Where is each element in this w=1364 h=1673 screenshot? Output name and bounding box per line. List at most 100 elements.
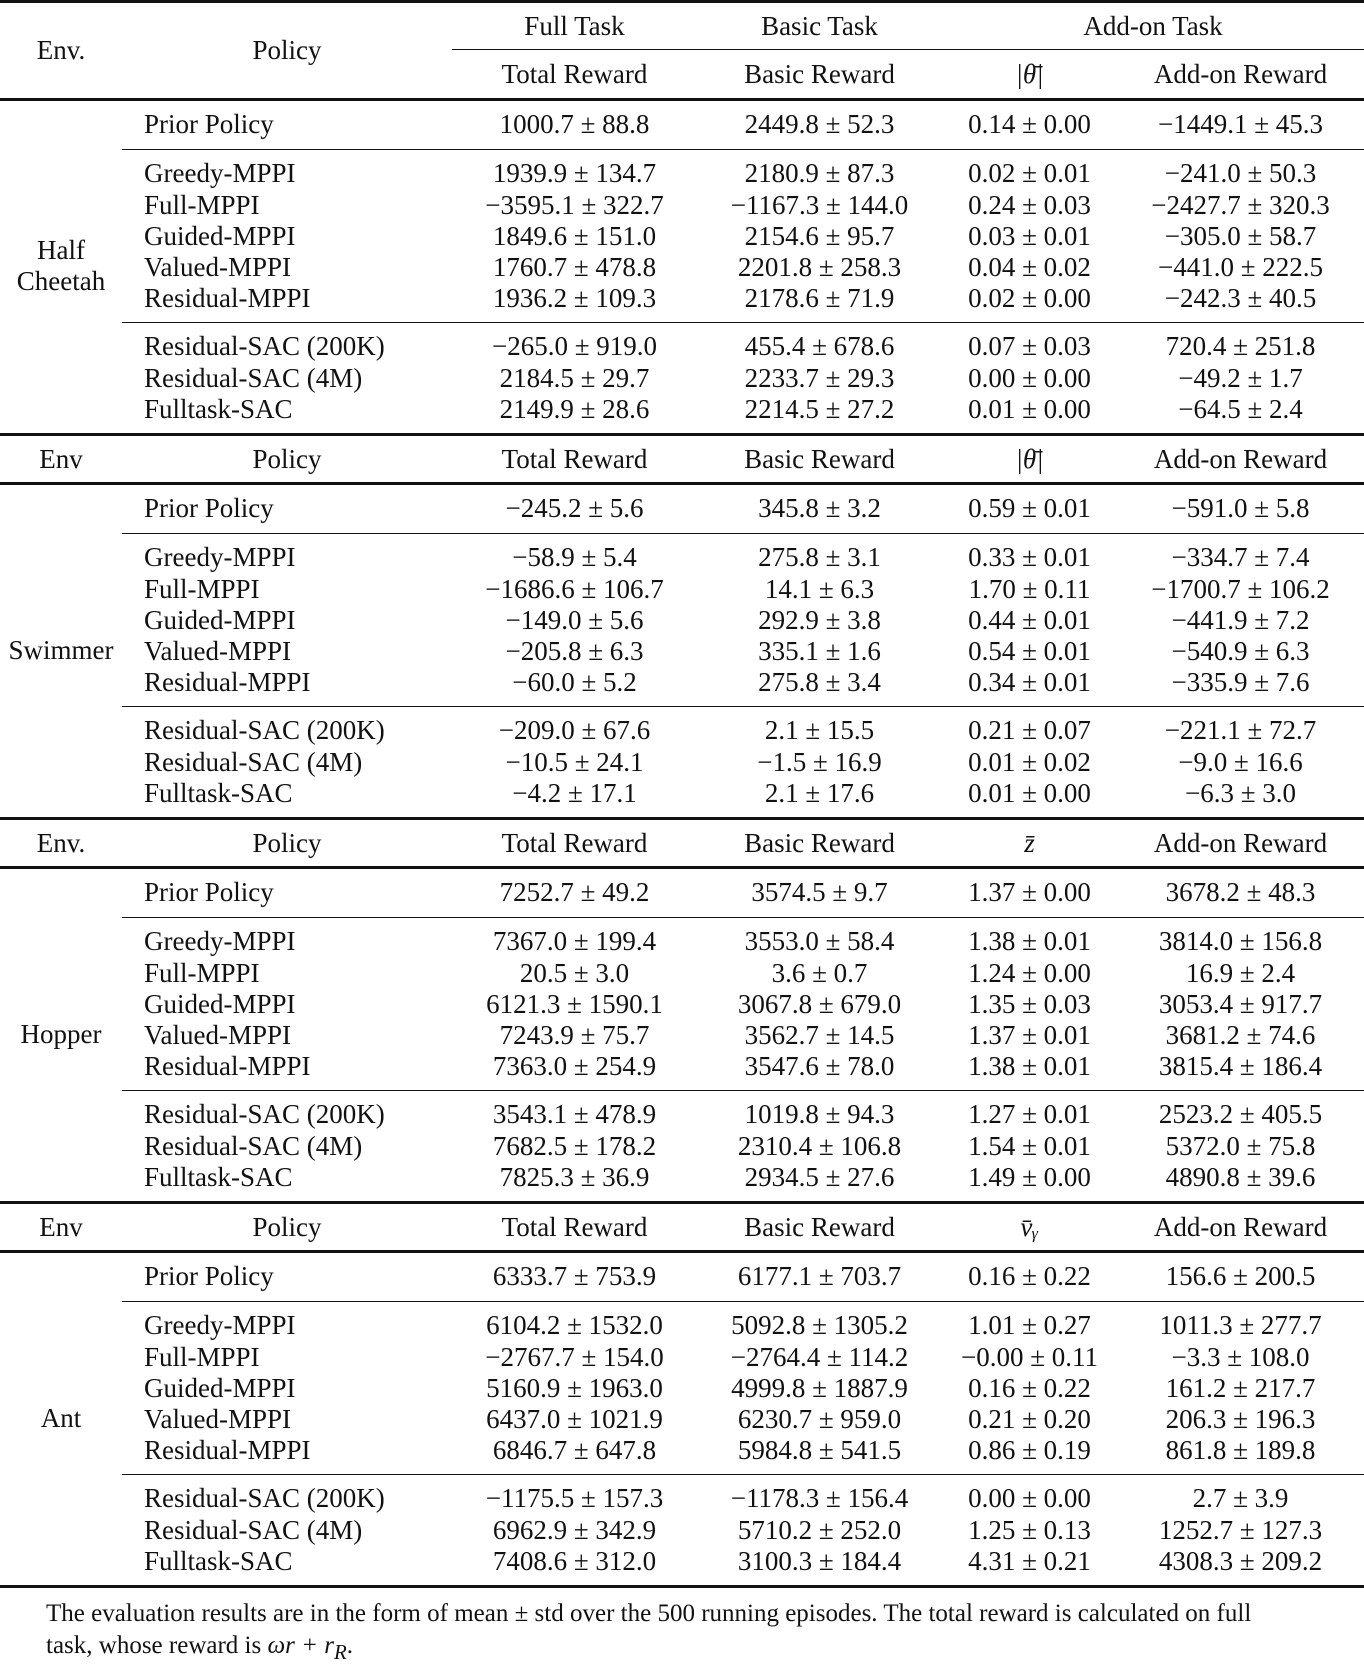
addon-value-cell: 2523.2 ± 405.5 xyxy=(1117,1090,1364,1131)
group-addon-task: Add-on Task xyxy=(942,0,1364,50)
basic-value-cell: 2214.5 ± 27.2 xyxy=(744,394,895,424)
basic-value-cell: 2.1 ± 15.5 xyxy=(697,706,942,747)
basic-value-cell: 2233.7 ± 29.3 xyxy=(744,363,895,393)
total-value-cell: 7243.9 ± 75.7 xyxy=(499,1020,650,1050)
basic-value-cell: 3574.5 ± 9.7 xyxy=(697,866,942,918)
basic-value-cell: 2180.9 ± 87.3 xyxy=(697,149,942,190)
addon-value-cell: −9.0 ± 16.6 xyxy=(1178,747,1303,777)
policy-cell: Residual-MPPI xyxy=(144,1051,311,1081)
policy-cell: Guided-MPPI xyxy=(144,1373,296,1403)
policy-cell: Residual-MPPI xyxy=(144,1435,311,1465)
env-name-line-1: Ant xyxy=(40,1402,82,1433)
total-value-cell: 7408.6 ± 312.0 xyxy=(492,1546,657,1576)
results-table: Env. Policy Full Task Basic Task Add-on Task… xyxy=(0,0,1364,1585)
caption-line-2-suffix: . xyxy=(346,1632,353,1659)
env-name-cell: Ant xyxy=(0,1250,122,1585)
metric-value-cell: 1.70 ± 0.11 xyxy=(968,574,1091,604)
table-row: Greedy-MPPI 1939.9 ± 134.7 2180.9 ± 87.3 0.… xyxy=(0,149,1364,190)
metric-value-cell: 0.54 ± 0.01 xyxy=(968,636,1091,666)
addon-reward-header: Add-on Reward xyxy=(1117,1201,1364,1252)
total-reward-header: Total Reward xyxy=(452,1201,697,1252)
table-row: Residual-SAC (200K) −265.0 ± 919.0 455.4 ±… xyxy=(0,322,1364,363)
policy-cell: Prior Policy xyxy=(122,866,452,918)
total-value-cell: −2767.7 ± 154.0 xyxy=(485,1342,664,1372)
addon-reward-header: Add-on Reward xyxy=(1153,58,1328,89)
basic-value-cell: 5710.2 ± 252.0 xyxy=(737,1515,902,1545)
total-reward-header: Total Reward xyxy=(501,58,648,89)
policy-cell: Fulltask-SAC xyxy=(144,778,293,808)
addon-value-cell: 3053.4 ± 917.7 xyxy=(1158,989,1323,1019)
addon-value-cell: −242.3 ± 40.5 xyxy=(1164,283,1317,313)
table-row: Swimmer Prior Policy −245.2 ± 5.6 345.8 ± 3… xyxy=(0,482,1364,819)
total-reward-header: Total Reward xyxy=(452,817,697,868)
total-value-cell: 6104.2 ± 1532.0 xyxy=(452,1301,697,1342)
table-row: Greedy-MPPI 7367.0 ± 199.4 3553.0 ± 58.4 1.… xyxy=(0,917,1364,958)
caption-line-2-prefix: task, whose reward is xyxy=(46,1632,268,1659)
policy-cell: Fulltask-SAC xyxy=(144,1162,293,1192)
metric-value-cell: 0.02 ± 0.00 xyxy=(968,283,1091,313)
table-row: Residual-SAC (200K) −209.0 ± 67.6 2.1 ± 15… xyxy=(0,706,1364,747)
total-value-cell: 1939.9 ± 134.7 xyxy=(452,149,697,190)
basic-reward-header: Basic Reward xyxy=(697,433,942,484)
metric-value-cell: 0.16 ± 0.22 xyxy=(942,1250,1117,1302)
basic-reward-header: Basic Reward xyxy=(744,58,895,89)
addon-reward-header: Add-on Reward xyxy=(1117,817,1364,868)
basic-value-cell: −2764.4 ± 114.2 xyxy=(730,1342,909,1372)
total-value-cell: −209.0 ± 67.6 xyxy=(452,706,697,747)
caption-formula: ωr + r xyxy=(267,1632,334,1659)
total-value-cell: 2184.5 ± 29.7 xyxy=(499,363,650,393)
metric-value-cell: 0.07 ± 0.03 xyxy=(942,322,1117,363)
basic-value-cell: 292.9 ± 3.8 xyxy=(758,605,881,635)
policy-cell: Residual-SAC (200K) xyxy=(122,1090,452,1131)
total-value-cell: 1000.7 ± 88.8 xyxy=(452,98,697,150)
basic-value-cell: 2201.8 ± 258.3 xyxy=(737,252,902,282)
table-row: Valued-MPPI 7243.9 ± 75.7 3562.7 ± 14.5 1.3… xyxy=(0,1020,1364,1051)
basic-value-cell: 2934.5 ± 27.6 xyxy=(744,1162,895,1192)
basic-reward-header: Basic Reward xyxy=(697,1201,942,1252)
basic-value-cell: 14.1 ± 6.3 xyxy=(764,574,875,604)
basic-value-cell: 5984.8 ± 541.5 xyxy=(737,1435,902,1465)
metric-value-cell: 1.38 ± 0.01 xyxy=(942,917,1117,958)
metric-value-cell: 4.31 ± 0.21 xyxy=(968,1546,1091,1576)
basic-value-cell: 3553.0 ± 58.4 xyxy=(697,917,942,958)
env-name-line-1: Half xyxy=(37,235,85,265)
total-value-cell: −60.0 ± 5.2 xyxy=(512,667,637,697)
caption-line-1: The evaluation results are in the form o… xyxy=(46,1600,1252,1627)
policy-cell: Residual-SAC (200K) xyxy=(122,1474,452,1515)
table-row: Fulltask-SAC 2149.9 ± 28.6 2214.5 ± 27.2 0.… xyxy=(0,394,1364,435)
table-row: Full-MPPI 20.5 ± 3.0 3.6 ± 0.7 1.24 ± 0.00 1… xyxy=(0,958,1364,989)
policy-header: Policy xyxy=(122,1201,452,1252)
addon-value-cell: 2.7 ± 3.9 xyxy=(1117,1474,1364,1515)
policy-cell: Greedy-MPPI xyxy=(122,1301,452,1342)
total-value-cell: 7363.0 ± 254.9 xyxy=(492,1051,657,1081)
metric-value-cell: 0.16 ± 0.22 xyxy=(968,1373,1091,1403)
total-value-cell: 7682.5 ± 178.2 xyxy=(492,1131,657,1161)
basic-value-cell: 2.1 ± 17.6 xyxy=(764,778,875,808)
addon-value-cell: 4890.8 ± 39.6 xyxy=(1165,1162,1316,1192)
metric-value-cell: 0.02 ± 0.01 xyxy=(942,149,1117,190)
total-value-cell: 3543.1 ± 478.9 xyxy=(452,1090,697,1131)
section-header-row: Env Policy Total Reward Basic Reward |θ̄| Add… xyxy=(0,433,1364,484)
table-row: Residual-SAC (4M) 2184.5 ± 29.7 2233.7 ± 2… xyxy=(0,363,1364,394)
table-row: Residual-SAC (4M) 6962.9 ± 342.9 5710.2 ± … xyxy=(0,1515,1364,1546)
policy-cell: Greedy-MPPI xyxy=(122,533,452,574)
table-row: Residual-MPPI −60.0 ± 5.2 275.8 ± 3.4 0.34 … xyxy=(0,667,1364,707)
table-row: Hopper Prior Policy 7252.7 ± 49.2 3574.5 ± … xyxy=(0,866,1364,1203)
total-value-cell: −10.5 ± 24.1 xyxy=(505,747,644,777)
basic-value-cell: 3562.7 ± 14.5 xyxy=(744,1020,895,1050)
total-reward-header: Total Reward xyxy=(452,433,697,484)
table-row: Full-MPPI −2767.7 ± 154.0 −2764.4 ± 114.2 −… xyxy=(0,1342,1364,1373)
env-header: Env. xyxy=(0,0,122,100)
env-header: Env xyxy=(0,1201,122,1252)
metric-value-cell: 1.27 ± 0.01 xyxy=(942,1090,1117,1131)
addon-value-cell: −335.9 ± 7.6 xyxy=(1171,667,1310,697)
metric-value-cell: 1.49 ± 0.00 xyxy=(968,1162,1091,1192)
env-name-cell: Half Cheetah xyxy=(0,98,122,435)
metric-value-cell: 0.14 ± 0.00 xyxy=(942,98,1117,150)
basic-value-cell: 6177.1 ± 703.7 xyxy=(697,1250,942,1302)
addon-value-cell: −1700.7 ± 106.2 xyxy=(1151,574,1330,604)
total-value-cell: 6846.7 ± 647.8 xyxy=(492,1435,657,1465)
policy-cell: Residual-SAC (4M) xyxy=(144,1515,363,1545)
policy-cell: Residual-SAC (4M) xyxy=(144,1131,363,1161)
total-value-cell: 6121.3 ± 1590.1 xyxy=(486,989,663,1019)
